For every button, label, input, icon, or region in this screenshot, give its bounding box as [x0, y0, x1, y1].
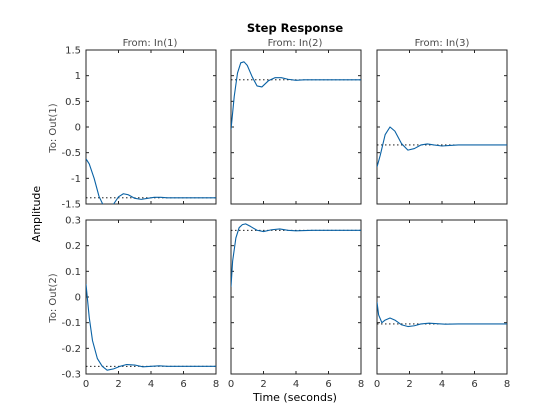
column-title-in3: From: In(3) [415, 38, 470, 49]
x-tick-label: 4 [148, 379, 154, 390]
panel-frame-r2-c2 [230, 219, 362, 375]
x-tick-label: 2 [260, 379, 266, 390]
panels-group: 1.5 1 0.5 0 -0.5 -1 -1.5 0 2 4 6 8 0.3 0.2 0.1 0 -0.1 -0.… [61, 46, 510, 391]
row-label-out1: To: Out(1) [48, 103, 59, 153]
y-tick-label: 0 [75, 293, 81, 304]
y-tick-label: 1 [75, 71, 81, 82]
x-tick-label: 6 [325, 379, 331, 390]
row-label-out2: To: Out(2) [48, 273, 59, 323]
response-line-r2-c1 [86, 284, 216, 371]
column-title-in2: From: In(2) [268, 38, 323, 49]
y-tick-label: 1.5 [65, 46, 81, 57]
response-line-r1-c2 [231, 61, 361, 130]
y-tick-label: -1.5 [61, 200, 81, 211]
y-tick-label: -0.2 [61, 344, 81, 355]
y-axis-label: Amplitude [30, 186, 43, 243]
y-tick-label: 0.3 [65, 216, 81, 227]
x-tick-label: 0 [83, 379, 89, 390]
panel-frame-r1-c3 [376, 49, 508, 205]
panel-frame-r2-c3 [376, 219, 508, 375]
x-tick-label: 2 [115, 379, 121, 390]
x-tick-label: 0 [374, 379, 380, 390]
x-tick-label: 4 [439, 379, 445, 390]
column-title-in1: From: In(1) [123, 38, 178, 49]
chart-title: Step Response [247, 21, 343, 35]
y-tick-label: -0.3 [61, 370, 81, 381]
y-tick-label: 0.2 [65, 241, 81, 252]
y-tick-label: -0.5 [61, 148, 81, 159]
panel-frame-r1-c1 [85, 49, 217, 205]
y-tick-label: 0 [75, 123, 81, 134]
response-line-r2-c2 [231, 223, 361, 287]
panel-frame-r2-c1 [85, 219, 217, 375]
response-line-r2-c3 [377, 302, 507, 328]
x-tick-label: 8 [504, 379, 510, 390]
x-tick-label: 8 [213, 379, 219, 390]
x-tick-label: 2 [406, 379, 412, 390]
response-line-r1-c1 [86, 158, 216, 204]
x-axis-label: Time (seconds) [252, 391, 337, 404]
y-tick-label: 0.1 [65, 267, 81, 278]
x-tick-label: 0 [228, 379, 234, 390]
panel-frame-r1-c2 [230, 49, 362, 205]
x-tick-label: 4 [293, 379, 299, 390]
y-tick-label: -0.1 [61, 318, 81, 329]
x-tick-label: 6 [180, 379, 186, 390]
x-tick-label: 6 [471, 379, 477, 390]
y-tick-label: 0.5 [65, 97, 81, 108]
response-line-r1-c3 [377, 126, 507, 168]
x-tick-label: 8 [358, 379, 364, 390]
y-tick-label: -1 [71, 174, 81, 185]
